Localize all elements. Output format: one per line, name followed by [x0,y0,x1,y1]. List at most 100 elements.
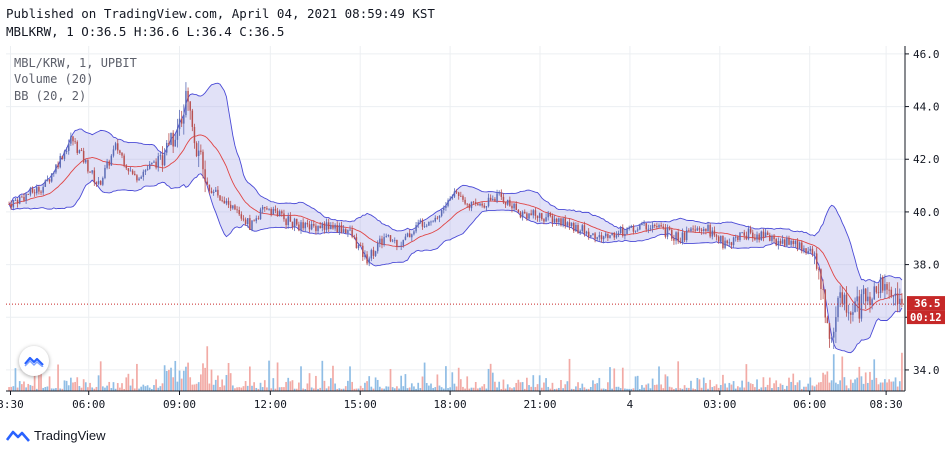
volume-bar [839,380,841,391]
candle-body [80,150,83,151]
volume-bar [146,385,149,391]
candle-body [411,234,413,238]
legend-bb[interactable]: BB (20, 2) [14,89,87,103]
volume-bar [881,382,884,391]
candle-body [483,205,486,208]
volume-bar [364,382,366,391]
volume-bar [564,384,567,391]
volume-bar [864,372,867,391]
volume-bar [174,360,177,391]
candle-body [858,296,861,319]
candle-body [36,187,38,194]
candle-body [707,224,709,232]
volume-bar [845,385,848,391]
volume-bar [543,382,545,391]
candle-body [839,292,841,298]
footer-brand-label: TradingView [34,428,106,443]
candle-body [229,204,232,209]
candle-body [570,223,573,227]
volume-bar [856,377,859,391]
volume-bar [756,379,758,391]
candle-body [575,225,577,231]
candle-body [783,239,786,246]
candle-body [389,235,392,242]
candle-body [668,227,671,230]
volume-bar [694,388,697,391]
footer-brand[interactable]: TradingView [6,428,106,443]
candle-body [387,235,390,237]
volume-bar [515,382,518,391]
price-chart[interactable]: 34.036.038.040.042.044.046.0 3:3006:0009… [0,44,952,446]
volume-bar [97,375,100,391]
candle-body [168,142,170,145]
volume-bar [568,358,571,391]
volume-bar [455,386,458,391]
volume-bar [866,382,869,391]
volume-bar [165,370,168,391]
volume-bar [185,366,187,391]
volume-bar [722,374,724,391]
volume-bar [575,386,577,391]
volume-bar [692,388,694,391]
volume-bar [683,385,686,391]
volume-bar [462,386,464,391]
candle-body [385,236,387,238]
candle-body [477,203,479,206]
volume-bar [724,383,726,391]
legend-volume[interactable]: Volume (20) [14,72,94,86]
candle-body [31,188,34,193]
volume-bar [142,384,145,391]
candle-body [315,225,317,232]
volume-bar [511,388,513,391]
candle-body [325,222,328,230]
time-axis: 3:30 06:00 09:00 12:00 15:00 18:00 21:00 4 03:00… [0,391,903,411]
candle-body [212,191,215,194]
volume-bar [886,382,888,391]
candle-body [717,236,720,242]
volume-bar [249,366,251,391]
candle-body [788,238,790,245]
candle-body [136,175,138,181]
volume-bar [581,383,584,391]
volume-bar [349,366,351,391]
candle-body [769,234,771,241]
volume-bar [227,362,230,391]
candle-body [183,115,185,124]
candle-body [730,242,733,246]
candle-body [70,136,72,144]
tradingview-watermark-icon[interactable] [19,346,49,376]
volume-bar [110,388,113,391]
volume-bar [108,381,111,391]
volume-bar [119,387,121,391]
candle-body [485,206,488,208]
candle-body [728,242,731,244]
candle-body [63,151,66,159]
volume-bar [415,388,417,391]
candle-body [353,236,356,238]
y-tick-label: 34.0 [913,364,940,377]
candle-body [771,236,773,241]
candle-body [541,213,543,220]
x-tick-label: 15:00 [344,398,377,411]
candle-body [830,337,833,339]
volume-bar [841,356,844,391]
candle-body [242,218,245,220]
candle-body [345,229,347,234]
candle-body [809,248,812,251]
candle-body [521,211,524,218]
volume-bar [161,383,164,391]
candle-body [798,242,801,249]
candle-body [494,198,496,202]
volume-bar [263,380,266,391]
candle-body [498,192,500,194]
candle-body [276,210,279,217]
candle-body [624,234,626,236]
candle-body [509,199,511,206]
candle-body [545,217,547,222]
candle-body [882,277,884,291]
candle-body [197,150,200,156]
candle-body [206,181,208,185]
candle-body [268,208,270,210]
volume-bar [361,388,364,391]
volume-bar [353,388,356,391]
